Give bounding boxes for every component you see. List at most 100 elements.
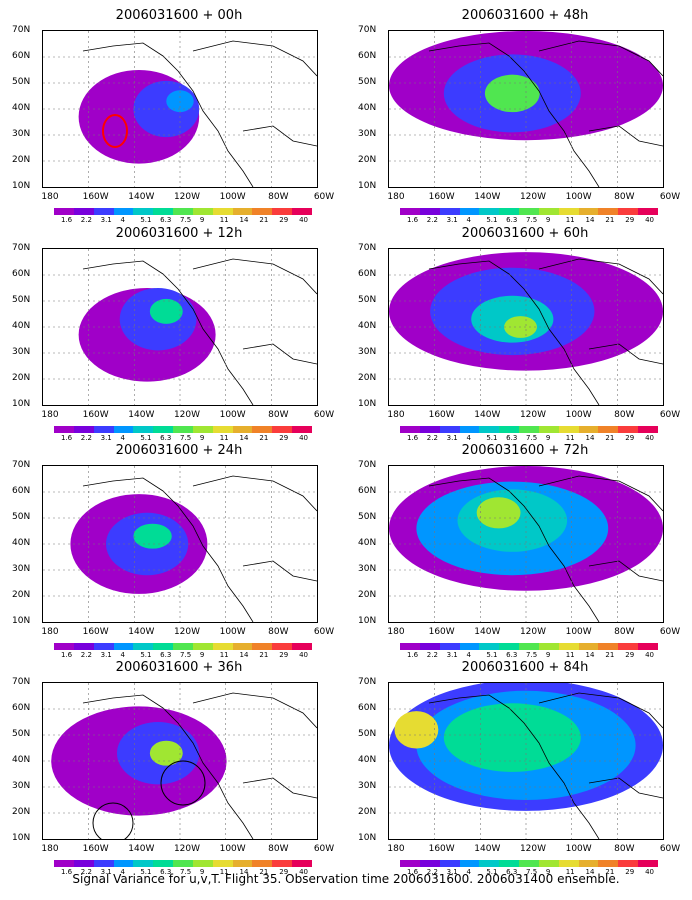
colorbar-swatch [519, 643, 539, 650]
colorbar-label: 14 [585, 868, 595, 876]
colorbar-label: 1.6 [406, 434, 419, 442]
colorbar-label: 7.5 [526, 216, 538, 224]
colorbar-swatch [558, 860, 579, 867]
colorbar-label: 5.1 [140, 651, 152, 659]
lat-tick-label: 30N [12, 129, 31, 139]
colorbar-label: 2.2 [80, 434, 92, 442]
colorbar-swatch [93, 208, 114, 215]
colorbar-label: 29 [625, 216, 635, 224]
colorbar-label: 7.5 [180, 868, 192, 876]
colorbar-label: 4 [120, 651, 125, 659]
colorbar-label: 9 [545, 651, 551, 659]
colorbar-label: 4 [120, 216, 125, 224]
lat-tick-label: 50N [358, 729, 377, 739]
lat-tick-label: 20N [358, 155, 377, 165]
colorbar-label: 7.5 [180, 216, 192, 224]
colorbar-label: 6.3 [160, 434, 172, 442]
colorbar-swatch [232, 208, 253, 215]
lat-tick-label: 10N [12, 616, 31, 626]
lat-tick-label: 20N [358, 590, 377, 600]
lat-tick-label: 60N [358, 51, 377, 61]
lat-tick-label: 60N [12, 703, 31, 713]
colorbar-swatch [558, 426, 579, 433]
lon-tick-label: 100W [219, 627, 246, 637]
colorbar-swatch [73, 643, 94, 650]
colorbar-swatch [439, 426, 460, 433]
lat-tick-label: 60N [12, 269, 31, 279]
colorbar-swatch [459, 426, 480, 433]
colorbar-label: 40 [645, 868, 655, 876]
colorbar-swatch [578, 860, 599, 867]
colorbar-label: 11 [565, 868, 575, 876]
colorbar-label: 6.3 [506, 868, 518, 876]
lon-tick-label: 80W [614, 627, 635, 637]
colorbar-label: 9 [199, 434, 205, 442]
colorbar-label: 3.1 [446, 216, 458, 224]
variance-shading [149, 298, 183, 324]
lon-tick-label: 120W [519, 410, 547, 420]
colorbar-label: 5.1 [140, 216, 152, 224]
target-circle [160, 760, 206, 806]
lat-tick-label: 70N [12, 25, 31, 35]
colorbar-label: 1.6 [60, 216, 73, 224]
colorbar-swatch [400, 860, 420, 867]
variance-shading [484, 74, 540, 113]
colorbar-swatch [538, 860, 559, 867]
colorbar [400, 860, 658, 867]
colorbar-label: 11 [565, 651, 575, 659]
colorbar-label: 6.3 [506, 434, 518, 442]
colorbar-label: 11 [219, 868, 229, 876]
colorbar-swatch [173, 426, 193, 433]
colorbar-label: 5.1 [486, 434, 498, 442]
lat-tick-label: 70N [12, 460, 31, 470]
lat-tick-label: 20N [358, 373, 377, 383]
colorbar-label: 40 [299, 868, 309, 876]
colorbar-swatch [93, 860, 114, 867]
lon-tick-label: 140W [474, 844, 501, 854]
colorbar-swatch [598, 643, 619, 650]
lat-tick-label: 70N [12, 243, 31, 253]
colorbar-swatch [54, 643, 74, 650]
lon-tick-label: 160W [428, 627, 455, 637]
colorbar-swatch [538, 643, 559, 650]
colorbar-swatch [638, 860, 658, 867]
colorbar-label: 9 [199, 216, 205, 224]
panel-title: 2006031600 + 12h [115, 226, 243, 241]
colorbar-label: 40 [645, 651, 655, 659]
colorbar-label: 5.1 [140, 434, 152, 442]
colorbar-label: 3.1 [446, 651, 458, 659]
colorbar-swatch [232, 426, 253, 433]
lat-tick-label: 40N [12, 321, 31, 331]
colorbar-swatch [292, 860, 312, 867]
colorbar [400, 426, 658, 433]
colorbar-label: 5.1 [486, 216, 498, 224]
colorbar-label: 11 [219, 434, 229, 442]
colorbar-swatch [192, 208, 213, 215]
lon-tick-label: 60W [313, 627, 335, 637]
figure-caption: Signal Variance for u,v,T. Flight 35. Ob… [72, 872, 620, 886]
colorbar-swatch [272, 643, 293, 650]
colorbar-label: 6.3 [506, 216, 518, 224]
colorbar-label: 2.2 [426, 651, 438, 659]
lon-tick-label: 120W [519, 627, 547, 637]
colorbar-label: 5.1 [140, 868, 152, 876]
lon-tick-label: 60W [313, 192, 335, 202]
lon-tick-label: 100W [565, 192, 592, 202]
colorbar-swatch [459, 643, 480, 650]
panel-title: 2006031600 + 00h [115, 8, 243, 23]
colorbar-swatch [153, 426, 174, 433]
lon-tick-label: 180 [41, 192, 59, 202]
colorbar-swatch [292, 643, 312, 650]
lon-tick-label: 140W [128, 627, 155, 637]
colorbar-label: 29 [279, 216, 289, 224]
colorbar-swatch [618, 426, 639, 433]
lat-tick-label: 40N [358, 538, 377, 548]
lat-tick-label: 60N [12, 486, 31, 496]
colorbar-label: 40 [645, 216, 655, 224]
colorbar-swatch [292, 208, 312, 215]
colorbar-label: 14 [239, 216, 249, 224]
colorbar-swatch [638, 208, 658, 215]
colorbar-label: 1.6 [406, 651, 419, 659]
colorbar-swatch [292, 426, 312, 433]
lon-tick-label: 160W [82, 410, 109, 420]
